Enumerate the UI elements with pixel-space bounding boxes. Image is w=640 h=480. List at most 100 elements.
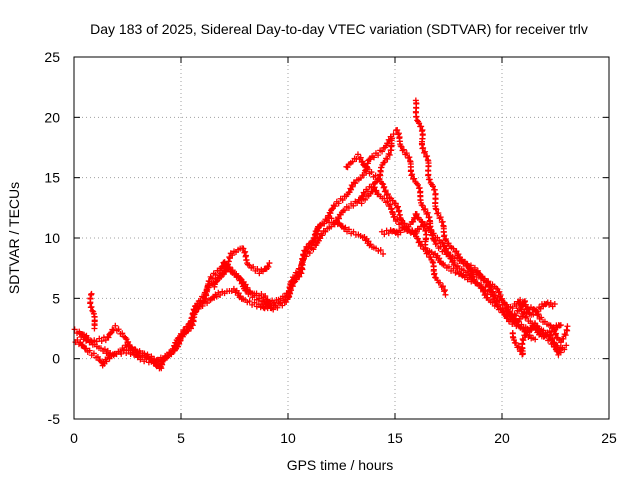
data-point xyxy=(352,180,359,187)
data-point xyxy=(406,154,413,161)
data-point xyxy=(394,216,401,223)
data-point xyxy=(445,249,452,256)
data-point xyxy=(322,228,329,235)
data-point xyxy=(534,308,541,315)
data-point xyxy=(513,318,520,325)
data-point xyxy=(411,175,418,182)
data-point xyxy=(510,336,517,343)
data-point xyxy=(557,339,564,346)
data-point xyxy=(208,275,215,282)
data-point xyxy=(258,290,265,297)
data-point xyxy=(485,278,492,285)
data-point xyxy=(427,254,434,261)
data-point xyxy=(437,279,444,286)
data-point xyxy=(359,158,366,165)
series-track-5 xyxy=(211,245,273,290)
data-point xyxy=(309,239,316,246)
data-point xyxy=(382,187,389,194)
data-point xyxy=(384,198,391,205)
data-point xyxy=(407,167,414,174)
data-point xyxy=(297,269,304,276)
data-point xyxy=(371,184,378,191)
y-tick-label: 15 xyxy=(44,170,60,186)
series-track-6 xyxy=(343,151,539,343)
data-point xyxy=(328,206,335,213)
data-point xyxy=(415,239,422,246)
data-point xyxy=(519,336,526,343)
series-track-4 xyxy=(87,290,98,332)
data-point xyxy=(441,288,448,295)
data-point xyxy=(246,298,253,305)
data-point xyxy=(419,219,426,226)
data-point xyxy=(429,183,436,190)
data-point xyxy=(188,325,195,332)
data-point xyxy=(445,263,452,270)
data-point xyxy=(482,284,489,291)
data-point xyxy=(490,288,497,295)
data-point xyxy=(219,271,226,278)
data-point xyxy=(518,321,525,328)
data-point xyxy=(368,169,375,176)
data-point xyxy=(424,153,431,160)
data-point xyxy=(164,354,171,361)
data-point xyxy=(519,341,526,348)
data-point xyxy=(423,153,430,160)
data-point xyxy=(538,314,545,321)
data-point xyxy=(442,235,449,242)
series-track-12 xyxy=(509,320,570,358)
data-point xyxy=(301,252,308,259)
data-point xyxy=(242,281,249,288)
data-point xyxy=(557,322,564,329)
series-track-11 xyxy=(504,298,558,323)
data-point xyxy=(372,172,379,179)
data-point xyxy=(423,250,430,257)
data-point xyxy=(310,246,317,253)
data-point xyxy=(424,249,431,256)
data-point xyxy=(397,142,404,149)
data-point xyxy=(199,302,206,309)
data-point xyxy=(564,323,571,330)
data-point xyxy=(552,330,559,337)
data-point xyxy=(493,298,500,305)
data-point xyxy=(463,260,470,267)
data-point xyxy=(262,292,269,299)
data-point xyxy=(244,284,251,291)
data-point xyxy=(144,351,151,358)
data-point xyxy=(91,325,98,332)
data-point xyxy=(383,191,390,198)
data-point xyxy=(413,230,420,237)
data-point xyxy=(370,154,377,161)
data-point xyxy=(430,230,437,237)
data-point xyxy=(468,267,475,274)
data-point xyxy=(416,238,423,245)
data-point xyxy=(478,274,485,281)
data-point xyxy=(350,202,357,209)
data-point xyxy=(350,228,357,235)
data-point xyxy=(300,251,307,258)
y-tick-label: 10 xyxy=(44,230,60,246)
y-tick-label: 25 xyxy=(44,49,60,65)
data-point xyxy=(233,270,240,277)
data-point xyxy=(530,311,537,318)
data-point xyxy=(292,276,299,283)
data-point xyxy=(385,150,392,157)
data-point xyxy=(429,258,436,265)
data-point xyxy=(394,126,401,133)
data-point xyxy=(349,183,356,190)
data-point xyxy=(345,226,352,233)
data-point xyxy=(319,232,326,239)
data-point xyxy=(385,230,392,237)
data-point xyxy=(159,356,166,363)
data-point xyxy=(98,338,105,345)
data-point xyxy=(510,316,517,323)
data-point xyxy=(442,291,449,298)
data-point xyxy=(519,310,526,317)
data-point xyxy=(254,265,261,272)
data-point xyxy=(304,248,311,255)
data-point xyxy=(373,187,380,194)
data-point xyxy=(326,214,333,221)
data-point xyxy=(299,255,306,262)
data-point xyxy=(335,200,342,207)
data-point xyxy=(103,358,110,365)
